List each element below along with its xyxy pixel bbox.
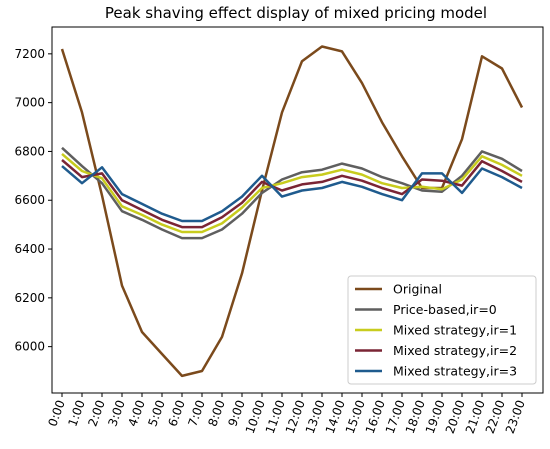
y-tick-label: 6000 <box>14 340 45 354</box>
y-tick-label: 6400 <box>14 242 45 256</box>
legend-label: Mixed strategy,ir=3 <box>393 364 517 379</box>
series-line <box>61 165 523 223</box>
series-line <box>61 159 523 229</box>
y-tick-label: 7000 <box>14 96 45 110</box>
y-tick-label: 6200 <box>14 291 45 305</box>
legend-label: Original <box>393 282 442 297</box>
legend-label: Mixed strategy,ir=2 <box>393 343 517 358</box>
plot-frame <box>51 26 544 394</box>
series-line <box>61 152 523 234</box>
y-tick-label: 6800 <box>14 144 45 158</box>
legend-label: Price-based,ir=0 <box>393 302 497 317</box>
y-axis: 6000 6200 6400 6600 6800 7000 7200 <box>14 47 52 354</box>
series-lines <box>60 45 524 378</box>
y-tick-label: 7200 <box>14 47 45 61</box>
chart-title: Peak shaving effect display of mixed pri… <box>105 4 487 22</box>
legend: Original Price-based,ir=0 Mixed strategy,i… <box>347 275 537 385</box>
y-tick-label: 6600 <box>14 193 45 207</box>
series-line <box>60 45 524 378</box>
legend-box <box>347 275 537 385</box>
x-axis: 0:001:002:003:004:005:006:007:008:009:00… <box>45 393 528 436</box>
legend-label: Mixed strategy,ir=1 <box>393 323 517 338</box>
